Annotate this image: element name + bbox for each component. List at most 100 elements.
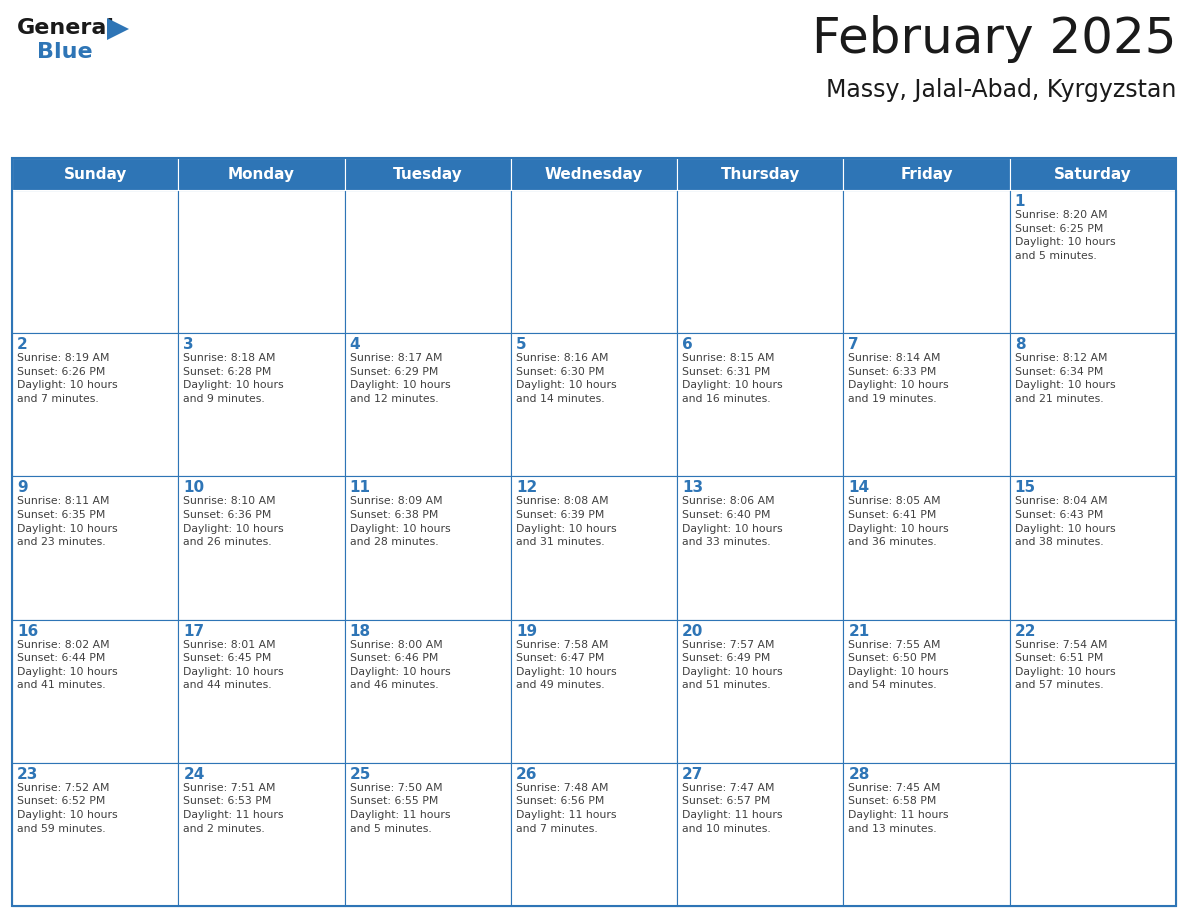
Text: 13: 13 <box>682 480 703 496</box>
Text: Sunrise: 8:14 AM
Sunset: 6:33 PM
Daylight: 10 hours
and 19 minutes.: Sunrise: 8:14 AM Sunset: 6:33 PM Dayligh… <box>848 353 949 404</box>
Bar <box>12 476 178 620</box>
Text: Sunrise: 8:15 AM
Sunset: 6:31 PM
Daylight: 10 hours
and 16 minutes.: Sunrise: 8:15 AM Sunset: 6:31 PM Dayligh… <box>682 353 783 404</box>
Text: Sunrise: 8:05 AM
Sunset: 6:41 PM
Daylight: 10 hours
and 36 minutes.: Sunrise: 8:05 AM Sunset: 6:41 PM Dayligh… <box>848 497 949 547</box>
Text: Sunrise: 8:17 AM
Sunset: 6:29 PM
Daylight: 10 hours
and 12 minutes.: Sunrise: 8:17 AM Sunset: 6:29 PM Dayligh… <box>349 353 450 404</box>
Text: Sunrise: 8:18 AM
Sunset: 6:28 PM
Daylight: 10 hours
and 9 minutes.: Sunrise: 8:18 AM Sunset: 6:28 PM Dayligh… <box>183 353 284 404</box>
Text: 22: 22 <box>1015 623 1036 639</box>
Bar <box>843 333 1010 476</box>
Bar <box>178 763 345 906</box>
Text: Sunrise: 8:01 AM
Sunset: 6:45 PM
Daylight: 10 hours
and 44 minutes.: Sunrise: 8:01 AM Sunset: 6:45 PM Dayligh… <box>183 640 284 690</box>
Bar <box>178 620 345 763</box>
Bar <box>677 158 843 190</box>
Bar <box>511 620 677 763</box>
Bar <box>12 158 1176 906</box>
Text: Thursday: Thursday <box>721 166 800 182</box>
Text: 16: 16 <box>17 623 38 639</box>
Bar <box>843 620 1010 763</box>
Text: Sunrise: 8:19 AM
Sunset: 6:26 PM
Daylight: 10 hours
and 7 minutes.: Sunrise: 8:19 AM Sunset: 6:26 PM Dayligh… <box>17 353 118 404</box>
Text: 14: 14 <box>848 480 870 496</box>
Text: Sunrise: 8:10 AM
Sunset: 6:36 PM
Daylight: 10 hours
and 26 minutes.: Sunrise: 8:10 AM Sunset: 6:36 PM Dayligh… <box>183 497 284 547</box>
Bar <box>12 158 178 190</box>
Bar <box>677 620 843 763</box>
Bar <box>511 333 677 476</box>
Text: Sunrise: 8:20 AM
Sunset: 6:25 PM
Daylight: 10 hours
and 5 minutes.: Sunrise: 8:20 AM Sunset: 6:25 PM Dayligh… <box>1015 210 1116 261</box>
Bar <box>12 763 178 906</box>
Text: Sunrise: 7:57 AM
Sunset: 6:49 PM
Daylight: 10 hours
and 51 minutes.: Sunrise: 7:57 AM Sunset: 6:49 PM Dayligh… <box>682 640 783 690</box>
Bar <box>677 763 843 906</box>
Bar <box>677 333 843 476</box>
Text: 2: 2 <box>17 337 27 353</box>
Text: 3: 3 <box>183 337 194 353</box>
Text: 24: 24 <box>183 767 204 782</box>
Text: Tuesday: Tuesday <box>393 166 462 182</box>
Text: 12: 12 <box>516 480 537 496</box>
Bar <box>178 333 345 476</box>
Text: February 2025: February 2025 <box>811 15 1176 63</box>
Bar <box>843 763 1010 906</box>
Text: 23: 23 <box>17 767 38 782</box>
Text: Sunrise: 8:11 AM
Sunset: 6:35 PM
Daylight: 10 hours
and 23 minutes.: Sunrise: 8:11 AM Sunset: 6:35 PM Dayligh… <box>17 497 118 547</box>
Text: 9: 9 <box>17 480 27 496</box>
Bar <box>677 190 843 333</box>
Text: 8: 8 <box>1015 337 1025 353</box>
Text: Saturday: Saturday <box>1054 166 1132 182</box>
Bar <box>345 763 511 906</box>
Bar <box>511 763 677 906</box>
Bar <box>12 620 178 763</box>
Text: 10: 10 <box>183 480 204 496</box>
Text: Sunrise: 7:51 AM
Sunset: 6:53 PM
Daylight: 11 hours
and 2 minutes.: Sunrise: 7:51 AM Sunset: 6:53 PM Dayligh… <box>183 783 284 834</box>
Bar <box>345 620 511 763</box>
Text: 15: 15 <box>1015 480 1036 496</box>
Text: Sunrise: 8:16 AM
Sunset: 6:30 PM
Daylight: 10 hours
and 14 minutes.: Sunrise: 8:16 AM Sunset: 6:30 PM Dayligh… <box>516 353 617 404</box>
Bar <box>12 333 178 476</box>
Polygon shape <box>107 18 129 40</box>
Text: Sunrise: 7:55 AM
Sunset: 6:50 PM
Daylight: 10 hours
and 54 minutes.: Sunrise: 7:55 AM Sunset: 6:50 PM Dayligh… <box>848 640 949 690</box>
Bar <box>178 158 345 190</box>
Text: 20: 20 <box>682 623 703 639</box>
Text: 1: 1 <box>1015 194 1025 209</box>
Text: Friday: Friday <box>901 166 953 182</box>
Text: 26: 26 <box>516 767 537 782</box>
Text: Monday: Monday <box>228 166 295 182</box>
Text: Sunrise: 8:00 AM
Sunset: 6:46 PM
Daylight: 10 hours
and 46 minutes.: Sunrise: 8:00 AM Sunset: 6:46 PM Dayligh… <box>349 640 450 690</box>
Text: 25: 25 <box>349 767 371 782</box>
Text: 27: 27 <box>682 767 703 782</box>
Bar <box>345 333 511 476</box>
Text: Sunrise: 7:52 AM
Sunset: 6:52 PM
Daylight: 10 hours
and 59 minutes.: Sunrise: 7:52 AM Sunset: 6:52 PM Dayligh… <box>17 783 118 834</box>
Text: Sunrise: 8:04 AM
Sunset: 6:43 PM
Daylight: 10 hours
and 38 minutes.: Sunrise: 8:04 AM Sunset: 6:43 PM Dayligh… <box>1015 497 1116 547</box>
Bar <box>843 190 1010 333</box>
Text: Sunrise: 7:58 AM
Sunset: 6:47 PM
Daylight: 10 hours
and 49 minutes.: Sunrise: 7:58 AM Sunset: 6:47 PM Dayligh… <box>516 640 617 690</box>
Text: Sunrise: 7:48 AM
Sunset: 6:56 PM
Daylight: 11 hours
and 7 minutes.: Sunrise: 7:48 AM Sunset: 6:56 PM Dayligh… <box>516 783 617 834</box>
Text: Sunrise: 8:02 AM
Sunset: 6:44 PM
Daylight: 10 hours
and 41 minutes.: Sunrise: 8:02 AM Sunset: 6:44 PM Dayligh… <box>17 640 118 690</box>
Text: Massy, Jalal-Abad, Kyrgyzstan: Massy, Jalal-Abad, Kyrgyzstan <box>826 78 1176 102</box>
Text: Sunrise: 8:09 AM
Sunset: 6:38 PM
Daylight: 10 hours
and 28 minutes.: Sunrise: 8:09 AM Sunset: 6:38 PM Dayligh… <box>349 497 450 547</box>
Bar <box>1010 476 1176 620</box>
Text: Wednesday: Wednesday <box>545 166 643 182</box>
Bar <box>843 476 1010 620</box>
Bar <box>178 476 345 620</box>
Text: 5: 5 <box>516 337 526 353</box>
Text: Sunrise: 8:12 AM
Sunset: 6:34 PM
Daylight: 10 hours
and 21 minutes.: Sunrise: 8:12 AM Sunset: 6:34 PM Dayligh… <box>1015 353 1116 404</box>
Bar <box>511 476 677 620</box>
Text: Sunrise: 7:47 AM
Sunset: 6:57 PM
Daylight: 11 hours
and 10 minutes.: Sunrise: 7:47 AM Sunset: 6:57 PM Dayligh… <box>682 783 783 834</box>
Bar <box>178 190 345 333</box>
Bar <box>511 158 677 190</box>
Bar <box>345 476 511 620</box>
Text: General: General <box>17 18 115 38</box>
Bar <box>1010 333 1176 476</box>
Bar <box>1010 763 1176 906</box>
Bar <box>1010 620 1176 763</box>
Text: Blue: Blue <box>37 42 93 62</box>
Text: 6: 6 <box>682 337 693 353</box>
Bar <box>1010 190 1176 333</box>
Text: 7: 7 <box>848 337 859 353</box>
Text: Sunrise: 7:54 AM
Sunset: 6:51 PM
Daylight: 10 hours
and 57 minutes.: Sunrise: 7:54 AM Sunset: 6:51 PM Dayligh… <box>1015 640 1116 690</box>
Text: 28: 28 <box>848 767 870 782</box>
Bar <box>677 476 843 620</box>
Text: Sunday: Sunday <box>63 166 127 182</box>
Bar <box>1010 158 1176 190</box>
Text: 17: 17 <box>183 623 204 639</box>
Text: Sunrise: 7:45 AM
Sunset: 6:58 PM
Daylight: 11 hours
and 13 minutes.: Sunrise: 7:45 AM Sunset: 6:58 PM Dayligh… <box>848 783 949 834</box>
Text: 21: 21 <box>848 623 870 639</box>
Text: 11: 11 <box>349 480 371 496</box>
